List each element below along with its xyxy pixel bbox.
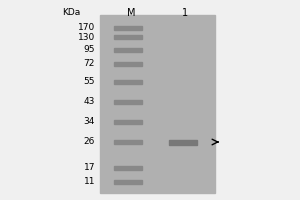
Text: 55: 55 bbox=[83, 77, 95, 86]
Text: 170: 170 bbox=[78, 23, 95, 32]
Text: 34: 34 bbox=[84, 117, 95, 127]
Text: 11: 11 bbox=[83, 178, 95, 186]
Bar bbox=[114, 48, 142, 52]
Bar bbox=[169, 140, 197, 144]
Text: 95: 95 bbox=[83, 46, 95, 54]
Text: KDa: KDa bbox=[62, 8, 80, 17]
Bar bbox=[114, 140, 142, 144]
Bar bbox=[100, 15, 215, 193]
Bar bbox=[114, 120, 142, 124]
Bar bbox=[114, 26, 142, 30]
Bar bbox=[114, 35, 142, 39]
Text: 1: 1 bbox=[182, 8, 188, 18]
Bar bbox=[114, 166, 142, 170]
Text: 43: 43 bbox=[84, 98, 95, 106]
Bar bbox=[114, 62, 142, 66]
Bar bbox=[114, 80, 142, 84]
Bar bbox=[114, 180, 142, 184]
Bar bbox=[114, 100, 142, 104]
Text: 130: 130 bbox=[78, 32, 95, 42]
Text: 17: 17 bbox=[83, 164, 95, 172]
Text: 26: 26 bbox=[84, 138, 95, 146]
Text: 72: 72 bbox=[84, 60, 95, 68]
Text: M: M bbox=[127, 8, 135, 18]
